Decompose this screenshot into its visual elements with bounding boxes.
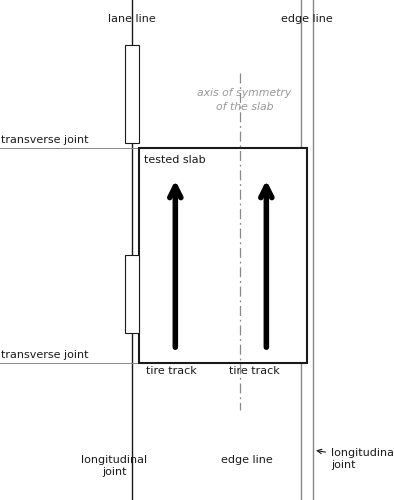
Text: longitudinal
joint: longitudinal joint (81, 455, 147, 477)
Bar (125, 45, 139, 142)
Text: tire track: tire track (229, 366, 279, 376)
Text: tire track: tire track (146, 366, 197, 376)
Bar (125, 255, 139, 332)
Text: axis of symmetry
of the slab: axis of symmetry of the slab (197, 88, 292, 112)
Bar (139, 148, 307, 362)
Text: tested slab: tested slab (144, 155, 205, 165)
Text: edge line: edge line (221, 455, 273, 465)
Text: longitudinal
joint: longitudinal joint (317, 448, 394, 470)
Text: transverse joint: transverse joint (1, 350, 88, 360)
Text: transverse joint: transverse joint (1, 135, 88, 145)
Text: edge line: edge line (281, 14, 333, 24)
Text: lane line: lane line (108, 14, 156, 24)
